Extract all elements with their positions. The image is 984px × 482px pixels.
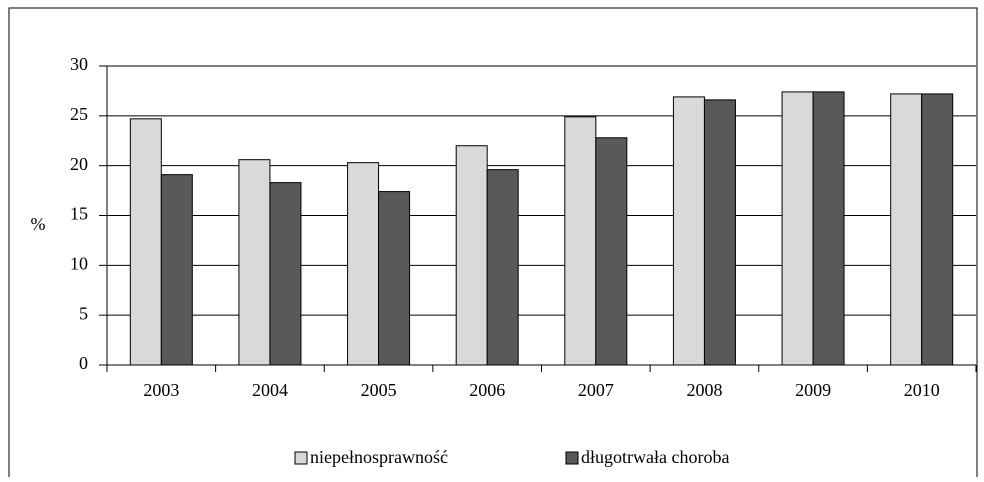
x-tick-label: 2007: [578, 380, 614, 400]
y-tick-label: 25: [70, 104, 88, 124]
x-tick-label: 2005: [361, 380, 397, 400]
bar: [564, 116, 597, 366]
bar: [347, 162, 380, 366]
legend-label: długotrwała choroba: [581, 447, 729, 467]
bar: [455, 145, 488, 366]
x-tick-label: 2008: [686, 380, 722, 400]
x-tick-label: 2006: [469, 380, 505, 400]
bar: [921, 93, 954, 366]
y-tick-label: 0: [79, 353, 88, 373]
x-tick-label: 2004: [252, 380, 288, 400]
bar: [703, 99, 736, 366]
bar: [129, 118, 162, 366]
bar: [378, 191, 411, 366]
bar: [672, 96, 705, 366]
x-tick-label: 2010: [904, 380, 940, 400]
y-tick-label: 5: [79, 303, 88, 323]
bar: [238, 159, 271, 366]
bar: [781, 91, 814, 366]
y-tick-label: 30: [70, 54, 88, 74]
x-tick-label: 2003: [143, 380, 179, 400]
legend-label: niepełnosprawność: [310, 447, 448, 467]
x-tick-label: 2009: [795, 380, 831, 400]
bar: [160, 174, 193, 366]
legend-swatch: [294, 451, 308, 465]
y-tick-label: 15: [70, 204, 88, 224]
bar: [595, 137, 628, 366]
bar: [269, 182, 302, 366]
bar: [890, 93, 923, 366]
bar: [486, 169, 519, 366]
legend-swatch: [565, 451, 579, 465]
frame: [8, 7, 978, 477]
y-tick-label: 10: [70, 253, 88, 273]
y-tick-label: 20: [70, 154, 88, 174]
bar: [812, 91, 845, 366]
y-axis-label: %: [31, 214, 46, 234]
